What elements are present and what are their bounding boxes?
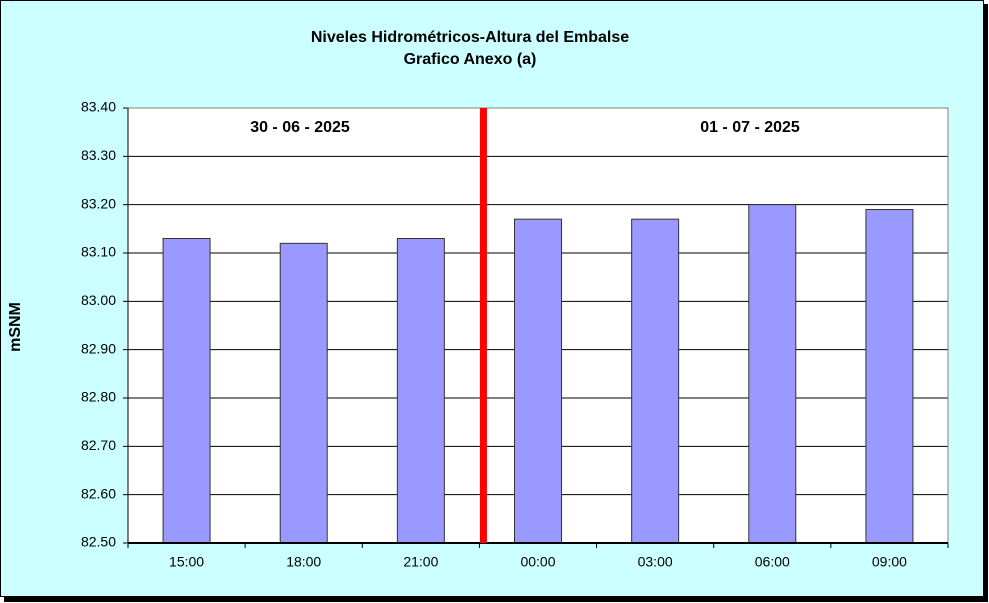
chart-title: Niveles Hidrométricos-Altura del Embalse	[311, 29, 629, 46]
x-tick-label: 09:00	[872, 554, 907, 570]
x-tick-label: 03:00	[638, 554, 673, 570]
x-tick-label: 18:00	[286, 554, 321, 570]
y-axis-label: mSNM	[7, 302, 24, 352]
bar	[631, 218, 680, 544]
y-tick-label: 83.10	[81, 244, 116, 260]
bar	[514, 218, 562, 544]
x-tick-label: 15:00	[169, 554, 204, 570]
y-tick-label: 82.50	[81, 534, 116, 550]
y-tick-label: 82.90	[81, 340, 116, 356]
y-tick-label: 83.20	[81, 195, 116, 211]
bar	[162, 238, 211, 544]
annotation: 30 - 06 - 2025	[250, 119, 350, 136]
bar	[748, 204, 797, 544]
y-tick-label: 83.40	[81, 99, 116, 115]
y-tick-label: 82.80	[81, 389, 116, 405]
y-tick-label: 82.70	[81, 437, 116, 453]
bar	[396, 238, 445, 544]
y-tick-label: 82.60	[81, 485, 116, 501]
bar	[865, 209, 914, 544]
chart-subtitle: Grafico Anexo (a)	[404, 51, 537, 68]
x-tick-label: 06:00	[755, 554, 790, 570]
y-tick-label: 83.00	[81, 292, 116, 308]
bar	[279, 242, 328, 544]
x-tick-label: 00:00	[520, 554, 555, 570]
y-tick-label: 83.30	[81, 147, 116, 163]
x-tick-label: 21:00	[403, 554, 438, 570]
annotation: 01 - 07 - 2025	[700, 119, 800, 136]
